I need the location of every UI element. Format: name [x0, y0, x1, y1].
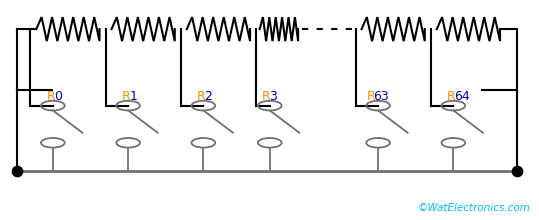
Text: R: R [46, 90, 55, 103]
Text: 2: 2 [204, 90, 212, 103]
Text: R: R [122, 90, 130, 103]
Text: 1: 1 [129, 90, 137, 103]
Text: 64: 64 [454, 90, 469, 103]
Point [12, 169, 21, 173]
Text: 3: 3 [269, 90, 277, 103]
Text: 63: 63 [374, 90, 389, 103]
Text: R: R [447, 90, 455, 103]
Text: 0: 0 [54, 90, 62, 103]
Text: R: R [367, 90, 375, 103]
Text: R: R [261, 90, 270, 103]
Text: R: R [197, 90, 206, 103]
Point [513, 169, 521, 173]
Text: ©WatElectronics.com: ©WatElectronics.com [417, 203, 530, 213]
